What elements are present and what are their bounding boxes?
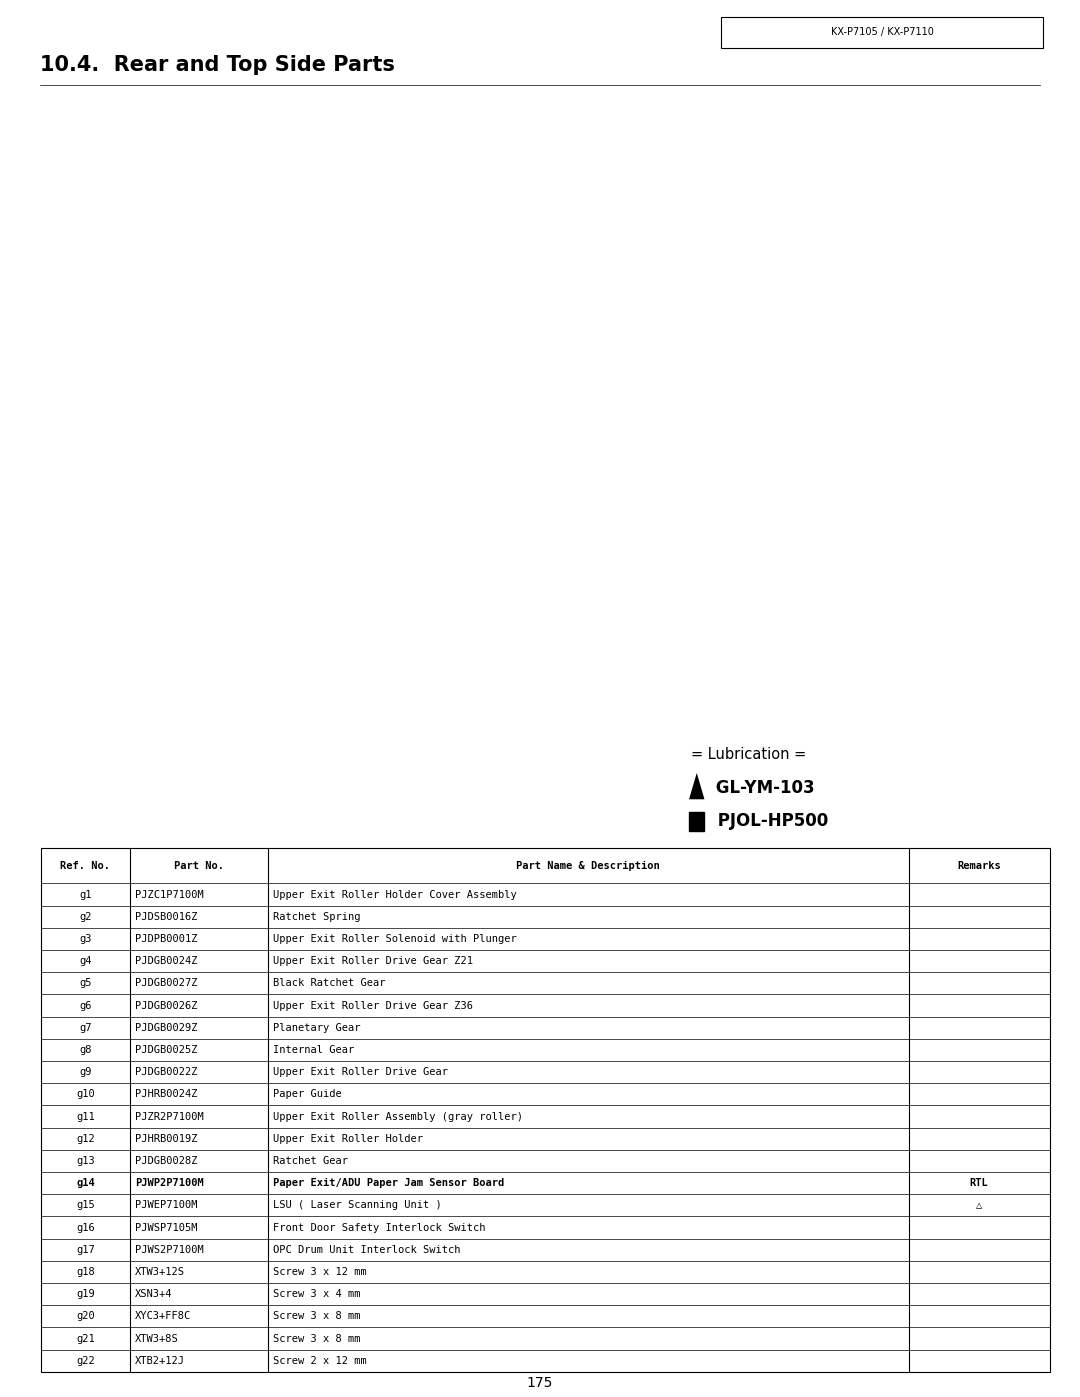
Text: PJWP2P7100M: PJWP2P7100M (135, 1178, 204, 1189)
Text: Upper Exit Roller Drive Gear: Upper Exit Roller Drive Gear (273, 1067, 448, 1077)
Text: g21: g21 (76, 1334, 95, 1344)
Text: g22: g22 (76, 1355, 95, 1366)
Text: g15: g15 (76, 1200, 95, 1210)
Text: g16: g16 (76, 1222, 95, 1232)
Text: RTL: RTL (970, 1178, 988, 1189)
Text: Ratchet Gear: Ratchet Gear (273, 1155, 349, 1166)
Text: PJDGB0025Z: PJDGB0025Z (135, 1045, 198, 1055)
Text: KX-P7105 / KX-P7110: KX-P7105 / KX-P7110 (831, 28, 934, 38)
Text: g8: g8 (79, 1045, 92, 1055)
Text: PJWS2P7100M: PJWS2P7100M (135, 1245, 204, 1255)
Text: XSN3+4: XSN3+4 (135, 1289, 173, 1299)
Text: LSU ( Laser Scanning Unit ): LSU ( Laser Scanning Unit ) (273, 1200, 442, 1210)
Text: PJHRB0019Z: PJHRB0019Z (135, 1134, 198, 1144)
Text: g13: g13 (76, 1155, 95, 1166)
Text: g10: g10 (76, 1090, 95, 1099)
Text: g11: g11 (76, 1112, 95, 1122)
Text: g2: g2 (79, 912, 92, 922)
Text: Paper Exit/ADU Paper Jam Sensor Board: Paper Exit/ADU Paper Jam Sensor Board (273, 1178, 504, 1189)
Text: g9: g9 (79, 1067, 92, 1077)
Text: = Lubrication =: = Lubrication = (691, 747, 807, 761)
Text: Screw 3 x 8 mm: Screw 3 x 8 mm (273, 1334, 361, 1344)
Text: XTB2+12J: XTB2+12J (135, 1355, 185, 1366)
Text: PJOL-HP500: PJOL-HP500 (712, 813, 828, 830)
Text: PJDGB0029Z: PJDGB0029Z (135, 1023, 198, 1032)
Text: Front Door Safety Interlock Switch: Front Door Safety Interlock Switch (273, 1222, 486, 1232)
Polygon shape (689, 773, 704, 799)
Bar (689, 812, 704, 831)
Text: Paper Guide: Paper Guide (273, 1090, 342, 1099)
Bar (721, 17, 1043, 49)
Text: XTW3+12S: XTW3+12S (135, 1267, 185, 1277)
Text: △: △ (976, 1200, 983, 1210)
Text: Part No.: Part No. (174, 861, 224, 870)
Text: Part Name & Description: Part Name & Description (516, 861, 660, 870)
Text: PJHRB0024Z: PJHRB0024Z (135, 1090, 198, 1099)
Text: OPC Drum Unit Interlock Switch: OPC Drum Unit Interlock Switch (273, 1245, 461, 1255)
Text: g12: g12 (76, 1134, 95, 1144)
Text: PJDSB0016Z: PJDSB0016Z (135, 912, 198, 922)
Text: PJZC1P7100M: PJZC1P7100M (135, 890, 204, 900)
Bar (41, 848, 1050, 1372)
Text: PJDGB0027Z: PJDGB0027Z (135, 978, 198, 989)
Text: Upper Exit Roller Drive Gear Z21: Upper Exit Roller Drive Gear Z21 (273, 956, 473, 967)
Text: Planetary Gear: Planetary Gear (273, 1023, 361, 1032)
Text: PJDGB0026Z: PJDGB0026Z (135, 1000, 198, 1010)
Text: Screw 2 x 12 mm: Screw 2 x 12 mm (273, 1355, 367, 1366)
Text: g5: g5 (79, 978, 92, 989)
Text: g3: g3 (79, 935, 92, 944)
Text: Upper Exit Roller Holder: Upper Exit Roller Holder (273, 1134, 423, 1144)
Text: Upper Exit Roller Solenoid with Plunger: Upper Exit Roller Solenoid with Plunger (273, 935, 517, 944)
Text: PJWEP7100M: PJWEP7100M (135, 1200, 198, 1210)
Text: PJWSP7105M: PJWSP7105M (135, 1222, 198, 1232)
Text: g14: g14 (76, 1178, 95, 1189)
Text: Remarks: Remarks (957, 861, 1001, 870)
Text: Internal Gear: Internal Gear (273, 1045, 354, 1055)
Text: Screw 3 x 8 mm: Screw 3 x 8 mm (273, 1312, 361, 1322)
Text: g19: g19 (76, 1289, 95, 1299)
Text: g1: g1 (79, 890, 92, 900)
Text: Upper Exit Roller Assembly (gray roller): Upper Exit Roller Assembly (gray roller) (273, 1112, 524, 1122)
Text: PJDGB0028Z: PJDGB0028Z (135, 1155, 198, 1166)
Text: g20: g20 (76, 1312, 95, 1322)
Text: g6: g6 (79, 1000, 92, 1010)
Text: Black Ratchet Gear: Black Ratchet Gear (273, 978, 386, 989)
Text: XTW3+8S: XTW3+8S (135, 1334, 179, 1344)
Text: Screw 3 x 4 mm: Screw 3 x 4 mm (273, 1289, 361, 1299)
Text: g18: g18 (76, 1267, 95, 1277)
Text: PJDPB0001Z: PJDPB0001Z (135, 935, 198, 944)
Text: g7: g7 (79, 1023, 92, 1032)
Text: g17: g17 (76, 1245, 95, 1255)
Text: 175: 175 (527, 1376, 553, 1390)
Text: 10.4.  Rear and Top Side Parts: 10.4. Rear and Top Side Parts (40, 54, 395, 75)
Text: Ratchet Spring: Ratchet Spring (273, 912, 361, 922)
Text: PJDGB0022Z: PJDGB0022Z (135, 1067, 198, 1077)
Text: XYC3+FF8C: XYC3+FF8C (135, 1312, 191, 1322)
Text: GL-YM-103: GL-YM-103 (711, 780, 814, 796)
Text: Screw 3 x 12 mm: Screw 3 x 12 mm (273, 1267, 367, 1277)
Text: Upper Exit Roller Holder Cover Assembly: Upper Exit Roller Holder Cover Assembly (273, 890, 517, 900)
Text: Ref. No.: Ref. No. (60, 861, 110, 870)
Text: Upper Exit Roller Drive Gear Z36: Upper Exit Roller Drive Gear Z36 (273, 1000, 473, 1010)
Text: g4: g4 (79, 956, 92, 967)
Text: PJDGB0024Z: PJDGB0024Z (135, 956, 198, 967)
Text: PJZR2P7100M: PJZR2P7100M (135, 1112, 204, 1122)
